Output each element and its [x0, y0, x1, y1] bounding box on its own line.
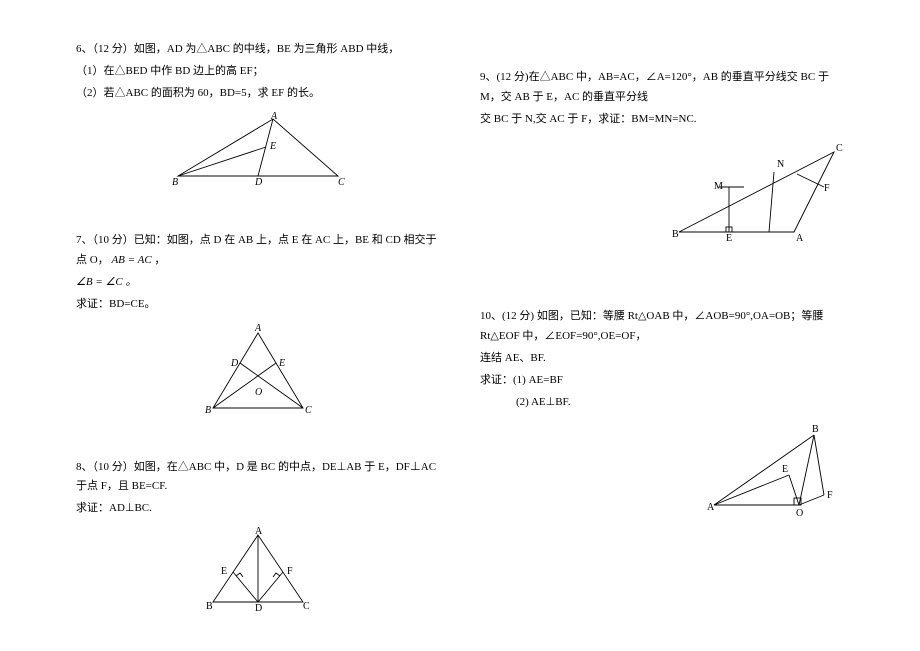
p7-cond1: AB = AC [111, 254, 151, 266]
p9-head1: 9、(12 分)在△ABC 中，AB=AC，∠A=120°，AB 的垂直平分线交… [480, 68, 844, 108]
p8-ask: 求证：AD⊥BC. [76, 499, 440, 519]
right-column: 9、(12 分)在△ABC 中，AB=AC，∠A=120°，AB 的垂直平分线交… [480, 40, 844, 612]
p9-label-M: M [714, 181, 723, 192]
p10-head1: 10、(12 分) 如图，已知：等腰 Rt△OAB 中，∠AOB=90°,OA=… [480, 307, 844, 347]
p10-head2: 连结 AE、BF. [480, 349, 844, 369]
p6-label-C: C [338, 177, 345, 188]
p6-label-D: D [254, 177, 263, 188]
p6-figure: A B C D E [76, 111, 440, 191]
p6-label-B: B [172, 177, 178, 188]
p9-label-E: E [726, 233, 732, 244]
p7-label-A: A [254, 323, 262, 334]
p9-label-B: B [672, 229, 679, 240]
left-column: 6、（12 分）如图，AD 为△ABC 的中线，BE 为三角形 ABD 中线， … [76, 40, 440, 612]
problem-8: 8、（10 分）如图，在△ABC 中，D 是 BC 的中点，DE⊥AB 于 E，… [76, 458, 440, 612]
p8-label-B: B [206, 601, 213, 612]
right-top-gap [480, 40, 844, 68]
p10-label-A: A [707, 502, 715, 513]
p7-cond2: ∠B = ∠C 。 [76, 273, 440, 293]
p10-label-O: O [796, 508, 803, 519]
p8-head: 8、（10 分）如图，在△ABC 中，D 是 BC 的中点，DE⊥AB 于 E，… [76, 458, 440, 498]
p6-sub1: （1）在△BED 中作 BD 边上的高 EF； [76, 62, 440, 82]
p7-label-O: O [255, 387, 262, 398]
p7-head: 7、（10 分）已知：如图，点 D 在 AB 上，点 E 在 AC 上，BE 和… [76, 231, 440, 271]
p6-svg: A B C D E [158, 111, 358, 191]
p10-ask2: (2) AE⊥BF. [480, 393, 844, 413]
p7-label-E: E [278, 358, 285, 369]
p7-label-C: C [305, 405, 312, 416]
p8-figure: A B C D E F [76, 527, 440, 612]
p9-label-F: F [824, 183, 830, 194]
p9-head2: 交 BC 于 N,交 AC 于 F，求证：BM=MN=NC. [480, 110, 844, 130]
p10-label-F: F [827, 490, 833, 501]
p8-label-F: F [287, 566, 293, 577]
p9-figure: A B C E F M N [480, 137, 844, 247]
p7-svg: A B C D E O [193, 323, 323, 418]
p7-sep: ， [154, 254, 165, 266]
p10-label-E: E [782, 464, 788, 475]
page-columns: 6、（12 分）如图，AD 为△ABC 的中线，BE 为三角形 ABD 中线， … [76, 40, 844, 612]
p7-label-B: B [205, 405, 211, 416]
p10-label-B: B [812, 424, 819, 435]
problem-10: 10、(12 分) 如图，已知：等腰 Rt△OAB 中，∠AOB=90°,OA=… [480, 307, 844, 520]
p8-label-E: E [221, 566, 227, 577]
problem-9: 9、(12 分)在△ABC 中，AB=AC，∠A=120°，AB 的垂直平分线交… [480, 68, 844, 247]
p7-ask: 求证：BD=CE。 [76, 295, 440, 315]
problem-6: 6、（12 分）如图，AD 为△ABC 的中线，BE 为三角形 ABD 中线， … [76, 40, 440, 191]
p6-sub2: （2）若△ABC 的面积为 60，BD=5，求 EF 的长。 [76, 84, 440, 104]
p10-figure: A B E F O [480, 420, 844, 520]
p8-label-A: A [255, 527, 263, 537]
p10-ask1: 求证：(1) AE=BF [480, 371, 844, 391]
p7-figure: A B C D E O [76, 323, 440, 418]
right-gap [480, 287, 844, 307]
p9-label-C: C [836, 143, 843, 154]
p6-label-A: A [270, 111, 278, 122]
p10-svg: A B E F O [704, 420, 844, 520]
p8-label-D: D [255, 603, 262, 612]
problem-7: 7、（10 分）已知：如图，点 D 在 AB 上，点 E 在 AC 上，BE 和… [76, 231, 440, 417]
p6-head: 6、（12 分）如图，AD 为△ABC 的中线，BE 为三角形 ABD 中线， [76, 40, 440, 60]
p7-label-D: D [230, 358, 239, 369]
p8-svg: A B C D E F [193, 527, 323, 612]
p9-label-N: N [777, 159, 784, 170]
p9-label-A: A [796, 233, 804, 244]
p6-label-E: E [269, 141, 276, 152]
p9-svg: A B C E F M N [664, 137, 844, 247]
p8-label-C: C [303, 601, 310, 612]
